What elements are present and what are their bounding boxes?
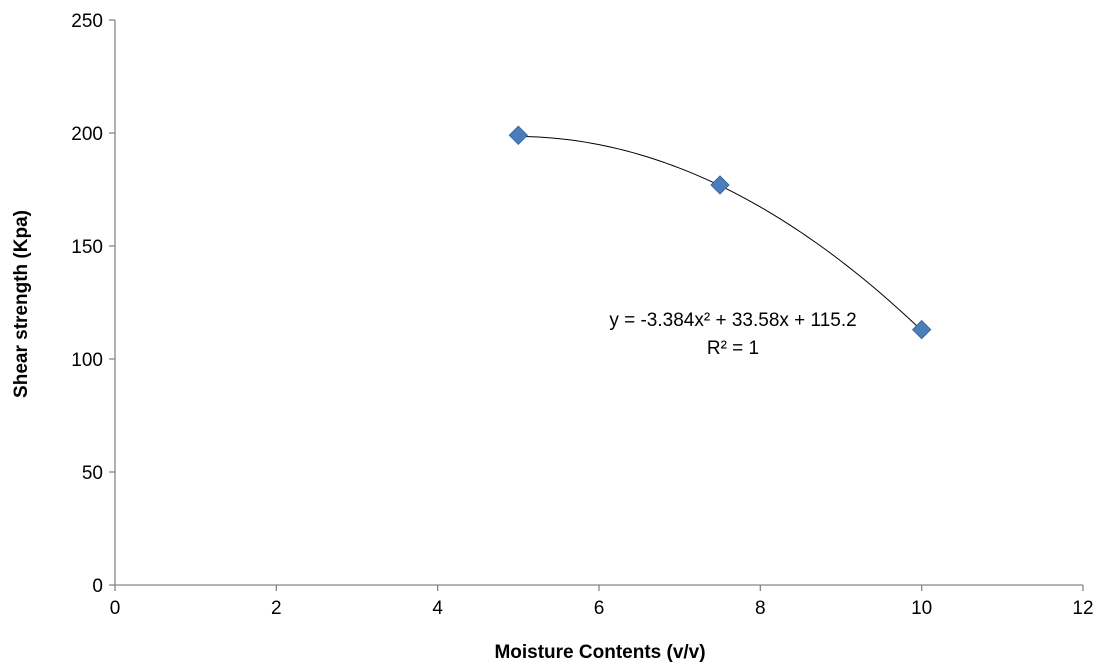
data-point-diamond (710, 175, 730, 195)
x-axis-ticks: 0 2 4 6 8 10 12 (110, 585, 1094, 619)
trendline-equation: y = -3.384x² + 33.58x + 115.2 (609, 310, 856, 331)
y-axis-title: Shear strength (Kpa) (11, 210, 32, 398)
trendline-r-squared: R² = 1 (707, 338, 759, 359)
data-point-diamond (508, 125, 529, 145)
x-tick-label: 8 (755, 598, 766, 619)
data-points (508, 125, 932, 340)
x-tick-label: 0 (110, 598, 121, 619)
y-tick-label: 200 (71, 124, 103, 145)
y-axis-ticks: 0 50 100 150 200 250 (71, 11, 115, 597)
x-tick-label: 4 (432, 598, 443, 619)
x-tick-label: 6 (594, 598, 605, 619)
y-tick-label: 50 (82, 463, 103, 484)
y-tick-label: 250 (71, 11, 103, 32)
x-tick-label: 10 (911, 598, 932, 619)
trendline-curve (518, 135, 923, 331)
y-tick-label: 0 (92, 576, 103, 597)
y-tick-label: 100 (71, 350, 103, 371)
data-point-diamond (911, 319, 932, 340)
x-tick-label: 2 (271, 598, 282, 619)
axes (114, 20, 1083, 586)
x-axis-title: Moisture Contents (v/v) (494, 642, 705, 663)
x-tick-label: 12 (1072, 598, 1093, 619)
y-tick-label: 150 (71, 237, 103, 258)
trendline-group (518, 135, 923, 331)
